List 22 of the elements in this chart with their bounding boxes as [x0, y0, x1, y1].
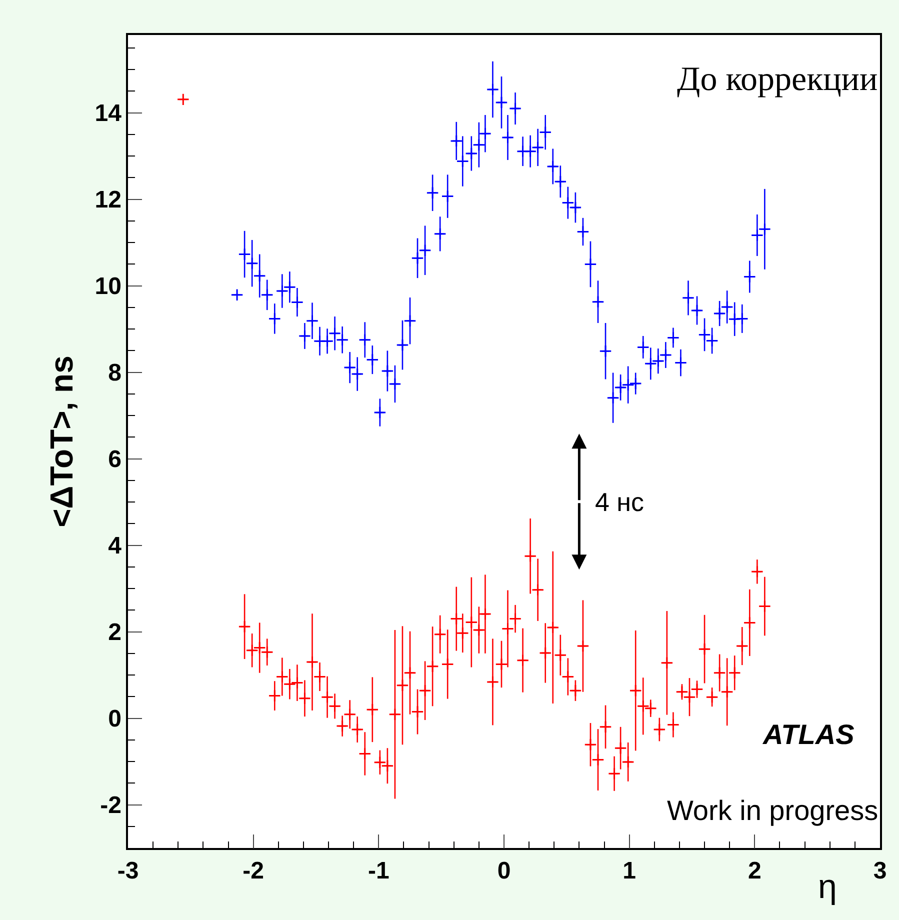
x-tick-label: 1 — [622, 858, 636, 885]
y-tick-label: 4 — [108, 532, 122, 560]
y-tick-label: 2 — [108, 619, 122, 646]
x-tick-label: 2 — [748, 858, 762, 885]
y-tick-label: 6 — [108, 446, 122, 474]
x-tick-label: 0 — [497, 858, 511, 885]
x-tick-label: -2 — [242, 858, 264, 885]
annotation: ATLAS — [762, 719, 855, 750]
y-tick-label: 8 — [108, 360, 122, 387]
y-tick-label: -2 — [100, 792, 122, 820]
annotation: Work in progress — [667, 795, 878, 826]
y-axis-title: <ΔToT>, ns — [44, 356, 80, 528]
x-tick-label: 3 — [873, 858, 887, 885]
annotation: До коррекции — [677, 61, 878, 98]
y-tick-label: 14 — [94, 100, 122, 128]
x-tick-label: -3 — [117, 858, 139, 885]
y-tick-label: 10 — [94, 273, 122, 300]
y-tick-label: 12 — [94, 186, 122, 214]
x-tick-label: -1 — [368, 858, 390, 885]
annotation: 4 нс — [595, 487, 644, 517]
x-axis-title: η — [818, 868, 837, 906]
y-tick-label: 0 — [108, 706, 122, 733]
